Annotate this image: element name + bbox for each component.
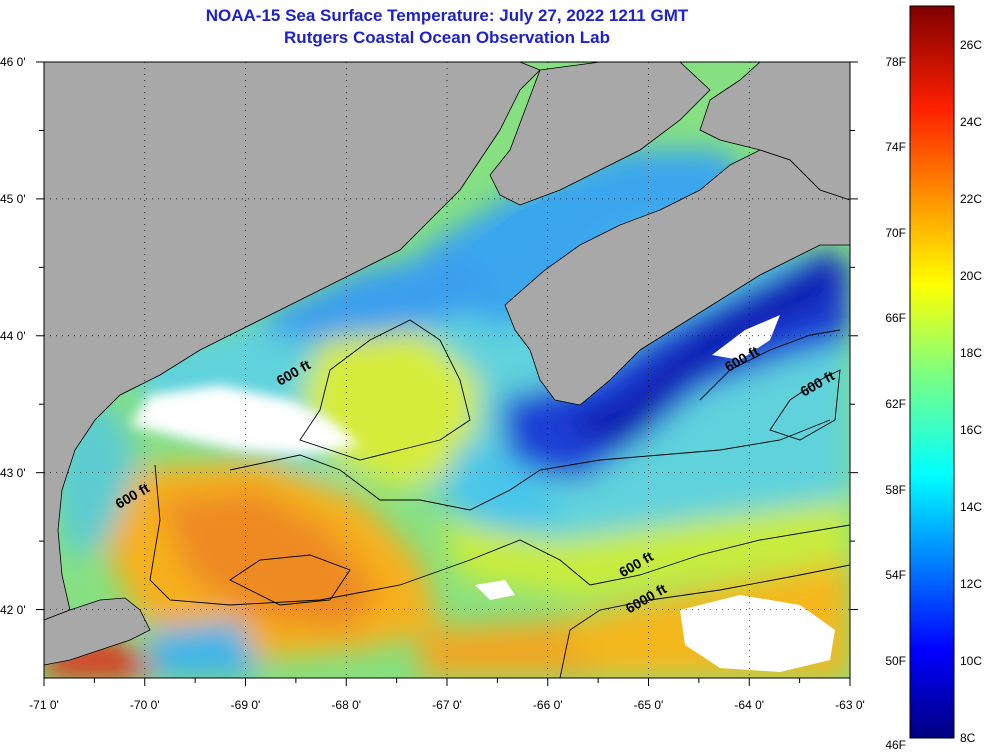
bay-fundy-water: [470, 190, 600, 270]
contour-east-loop: [769, 369, 841, 441]
colorbar-fahrenheit-label: 70F: [885, 225, 906, 240]
contour-nova-shelf: [699, 329, 841, 401]
lat-tick-label: 46 0': [0, 55, 26, 69]
lon-tick-label: -69 0': [230, 698, 261, 712]
colorbar-celsius-label: 12C: [960, 576, 983, 591]
sst-mid-warm: [420, 620, 600, 678]
colorbar-celsius-label: 10C: [960, 653, 983, 668]
colorbar-celsius-label: 8C: [960, 731, 976, 745]
lat-tick-label: 44 0': [0, 328, 26, 343]
sst-maine-coastal: [250, 250, 500, 350]
sst-shelf-cool: [440, 440, 560, 540]
colorbar-celsius-label: 22C: [960, 191, 983, 206]
sst-nantucket-cool: [150, 620, 260, 678]
lon-tick-label: -68 0': [331, 698, 362, 712]
fundy-channel: [470, 190, 600, 270]
colorbar-fahrenheit-label: 74F: [885, 140, 906, 155]
colorbar-fahrenheit-label: 62F: [885, 397, 906, 412]
graticule: [44, 62, 850, 678]
land-nova-scotia: [504, 149, 850, 406]
colorbar-fahrenheit-label: 46F: [885, 738, 906, 752]
contour-basin-inner: [299, 319, 471, 461]
colorbar-celsius-label: 20C: [960, 268, 983, 283]
colorbar-fahrenheit-label: 78F: [885, 54, 906, 69]
lat-tick-label: 45 0': [0, 191, 26, 206]
cloud-patch: [130, 385, 360, 455]
sst-southern-temperate: [440, 500, 850, 600]
colorbar-fahrenheit-label: 54F: [885, 568, 906, 583]
contour-georges-ring: [229, 554, 351, 606]
colorbar-celsius-label: 24C: [960, 114, 983, 129]
lon-tick-label: -66 0': [532, 698, 563, 712]
land-cape-cod: [44, 597, 151, 666]
sst-central-warm: [300, 330, 480, 490]
cloud-cover: [130, 315, 835, 672]
cloud-patch: [680, 595, 835, 672]
sst-georges-hot: [160, 490, 380, 630]
colorbar-fahrenheit-label: 66F: [885, 311, 906, 326]
colorbar-celsius-label: 14C: [960, 499, 983, 514]
lon-tick-label: -67 0': [432, 698, 462, 712]
colorbar: [909, 5, 955, 739]
lon-tick-label: -65 0': [633, 698, 664, 712]
lat-tick-label: 42 0': [0, 602, 26, 617]
land-new-england: [44, 62, 541, 621]
colorbar-celsius-label: 16C: [960, 422, 983, 437]
colorbar-fahrenheit-label: 58F: [885, 482, 906, 497]
cloud-patch: [475, 580, 515, 600]
cloud-patch: [712, 315, 780, 360]
map-subtitle: Rutgers Coastal Ocean Observation Lab: [284, 28, 610, 47]
land: [44, 62, 850, 666]
lon-tick-label: -71 0': [29, 698, 59, 712]
bathymetry-contours: [149, 319, 850, 678]
land-nb-coast: [489, 62, 711, 206]
axis-ticks: [36, 61, 858, 686]
sst-scotian-deep: [560, 260, 840, 450]
map-title: NOAA-15 Sea Surface Temperature: July 27…: [205, 6, 689, 25]
colorbar-celsius-label: 18C: [960, 345, 983, 360]
colorbar-celsius-label: 26C: [960, 37, 983, 52]
contour-600ft-west: [149, 464, 850, 606]
contour-6000ft: [559, 564, 850, 678]
lon-tick-label: -64 0': [734, 698, 765, 712]
contour-600ft-basin: [229, 419, 831, 511]
colorbar-fahrenheit-label: 50F: [885, 653, 906, 668]
lon-tick-label: -70 0': [129, 698, 160, 712]
lon-tick-label: -63 0': [835, 698, 865, 712]
lat-tick-label: 43 0': [0, 465, 26, 480]
